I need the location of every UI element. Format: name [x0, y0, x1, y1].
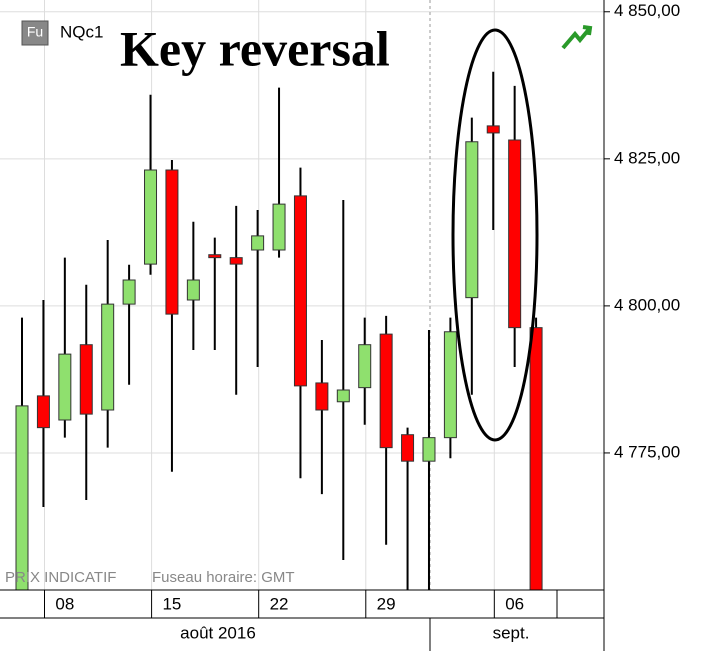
- instrument-icon: [21, 20, 49, 46]
- month-label: août 2016: [180, 623, 256, 642]
- candle-body: [144, 169, 158, 265]
- candle-body: [529, 327, 543, 590]
- y-tick-label: 4 850,00: [614, 1, 680, 20]
- timezone-note: Fuseau horaire: GMT: [152, 569, 295, 586]
- candle-body: [358, 344, 372, 389]
- candle-body: [272, 203, 286, 251]
- candle-body: [101, 303, 115, 411]
- month-label: sept.: [493, 623, 530, 642]
- candles: [15, 71, 543, 590]
- candle-body: [208, 254, 222, 259]
- y-tick-label: 4 775,00: [614, 442, 680, 461]
- highlight-ellipse: [451, 28, 539, 442]
- x-tick-label: 15: [162, 594, 181, 613]
- candle-body: [508, 139, 522, 329]
- candle-body: [336, 389, 350, 403]
- x-tick-label: 06: [505, 594, 524, 613]
- price-note: PRIX INDICATIF: [5, 569, 116, 586]
- candle-body: [79, 344, 93, 415]
- candle-body: [379, 333, 393, 449]
- candle-body: [15, 405, 29, 590]
- candle-body: [293, 195, 307, 387]
- x-tick-label: 29: [377, 594, 396, 613]
- candle-body: [422, 437, 436, 462]
- x-tick-label: 22: [270, 594, 289, 613]
- y-tick-label: 4 800,00: [614, 295, 680, 314]
- trend-icon: [561, 25, 593, 50]
- candle-body: [36, 395, 50, 429]
- candle-body: [465, 141, 479, 299]
- instrument-icon-label: Fu: [27, 24, 43, 40]
- candle-body: [58, 353, 72, 421]
- candle-body: [486, 125, 500, 134]
- candle-body: [122, 279, 136, 305]
- candle-body: [165, 169, 179, 315]
- candle-body: [315, 382, 329, 411]
- annotation: Key reversal: [120, 20, 390, 76]
- candle-body: [443, 331, 457, 439]
- x-tick-label: 08: [55, 594, 74, 613]
- candle-body: [251, 235, 265, 251]
- candle-body: [186, 279, 200, 301]
- y-tick-label: 4 825,00: [614, 148, 680, 167]
- candle-body: [401, 434, 415, 462]
- instrument-name: NQc1: [60, 22, 103, 41]
- candle-body: [229, 257, 243, 265]
